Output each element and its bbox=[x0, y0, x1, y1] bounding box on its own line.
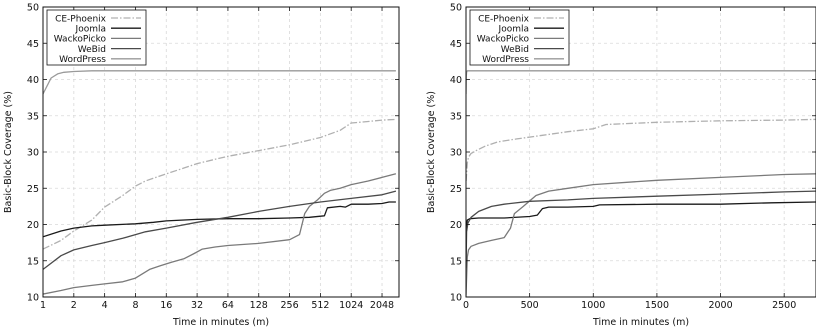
y-tick-label: 45 bbox=[27, 39, 39, 50]
y-tick-label: 30 bbox=[450, 148, 462, 159]
legend-label: WackoPicko bbox=[54, 35, 107, 45]
legend-label: Joomla bbox=[498, 25, 529, 35]
x-tick-label: 1000 bbox=[581, 300, 605, 311]
legend-label: WordPress bbox=[59, 55, 106, 65]
x-tick-label: 2000 bbox=[708, 300, 732, 311]
legend-box bbox=[46, 9, 147, 66]
series-line-wackopicko bbox=[43, 173, 397, 295]
x-tick-label: 128 bbox=[250, 300, 268, 311]
y-axis-label: Basic-Block Coverage (%) bbox=[3, 91, 14, 213]
y-tick-label: 40 bbox=[450, 75, 462, 86]
series-line-ce-phoenix bbox=[466, 118, 816, 182]
y-tick-label: 35 bbox=[27, 111, 39, 122]
series-lines bbox=[43, 70, 397, 295]
x-tick-label: 500 bbox=[521, 300, 539, 311]
y-tick-label: 35 bbox=[450, 111, 462, 122]
y-axis: 10 15 20 25 30 35 40 45 50 bbox=[27, 3, 399, 304]
series-lines bbox=[466, 70, 816, 296]
x-axis-label: Time in minutes (m) bbox=[592, 317, 689, 328]
x-tick-label: 32 bbox=[191, 300, 203, 311]
x-tick-label: 1 bbox=[40, 300, 46, 311]
x-tick-label: 1024 bbox=[339, 300, 363, 311]
x-tick-label: 64 bbox=[222, 300, 234, 311]
y-tick-label: 10 bbox=[27, 293, 39, 304]
y-tick-label: 25 bbox=[450, 184, 462, 195]
x-tick-label: 16 bbox=[160, 300, 172, 311]
y-tick-label: 50 bbox=[450, 3, 462, 14]
series-line-webid bbox=[43, 190, 397, 270]
y-tick-label: 40 bbox=[27, 75, 39, 86]
y-tick-label: 30 bbox=[27, 148, 39, 159]
y-tick-label: 45 bbox=[450, 39, 462, 50]
series-line-wordpress bbox=[466, 70, 816, 95]
grid bbox=[466, 7, 816, 297]
x-tick-label: 2048 bbox=[370, 300, 394, 311]
x-axis: 0 500 1000 1500 2000 2500 bbox=[463, 7, 796, 311]
legend-box bbox=[469, 9, 570, 66]
y-tick-label: 15 bbox=[450, 256, 462, 267]
legend-label: CE-Phoenix bbox=[478, 14, 530, 24]
y-tick-label: 20 bbox=[450, 220, 462, 231]
x-tick-label: 4 bbox=[102, 300, 108, 311]
x-tick-label: 8 bbox=[132, 300, 138, 311]
series-line-webid bbox=[466, 190, 816, 269]
x-tick-label: 512 bbox=[311, 300, 329, 311]
chart-panel-1: 10 15 20 25 30 35 40 45 50 1 2 4 8 16 32 64 128 256 512 102… bbox=[3, 3, 400, 328]
legend-label: WackoPicko bbox=[477, 35, 530, 45]
y-tick-label: 20 bbox=[27, 220, 39, 231]
x-tick-label: 0 bbox=[463, 300, 469, 311]
x-tick-label: 2 bbox=[71, 300, 77, 311]
legend-label: WeBid bbox=[501, 45, 529, 55]
y-axis-label: Basic-Block Coverage (%) bbox=[426, 91, 437, 213]
y-tick-label: 25 bbox=[27, 184, 39, 195]
y-tick-label: 15 bbox=[27, 256, 39, 267]
x-axis: 1 2 4 8 16 32 64 128 256 512 1024 2048 bbox=[40, 7, 394, 311]
x-tick-label: 1500 bbox=[645, 300, 669, 311]
legend-label: Joomla bbox=[75, 25, 106, 35]
series-line-ce-phoenix bbox=[43, 118, 396, 250]
series-line-joomla bbox=[43, 201, 396, 238]
series-line-wordpress bbox=[43, 70, 396, 95]
series-line-wackopicko bbox=[466, 173, 816, 296]
x-tick-label: 2500 bbox=[772, 300, 796, 311]
y-tick-label: 10 bbox=[450, 293, 462, 304]
x-axis-label: Time in minutes (m) bbox=[172, 317, 269, 328]
legend-label: CE-Phoenix bbox=[55, 14, 107, 24]
series-line-joomla bbox=[466, 201, 816, 236]
x-tick-label: 256 bbox=[280, 300, 298, 311]
y-axis: 10 15 20 25 30 35 40 45 50 bbox=[450, 3, 816, 304]
legend-label: WeBid bbox=[78, 45, 106, 55]
legend-label: WordPress bbox=[482, 55, 529, 65]
y-tick-label: 50 bbox=[27, 3, 39, 14]
